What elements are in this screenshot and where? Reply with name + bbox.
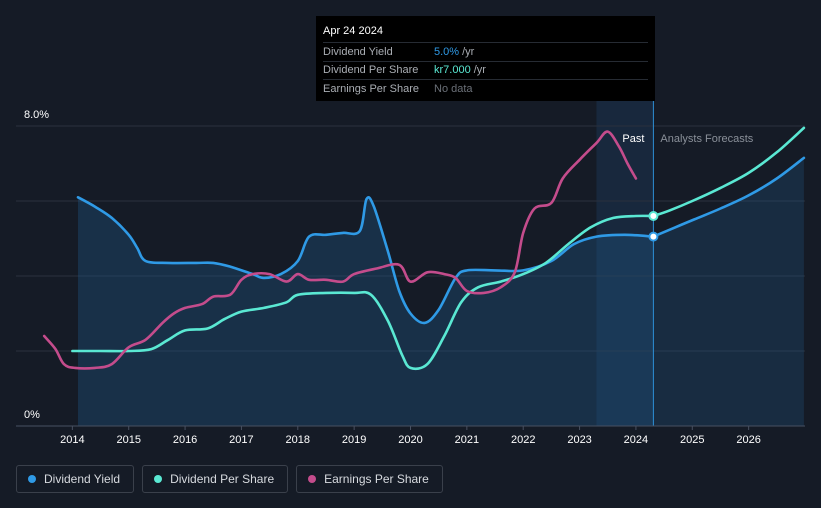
x-tick-label: 2023 — [567, 434, 591, 446]
tooltip-value: 5.0% — [434, 45, 460, 58]
series-line-dividend-per-share — [71, 214, 655, 371]
x-tick-label: 2014 — [60, 434, 84, 446]
series-line-dividend-yield — [76, 196, 655, 325]
tooltip-points — [648, 211, 659, 242]
dividend-yield-fill — [78, 157, 804, 426]
tooltip-date: Apr 24 2024 — [323, 25, 383, 37]
area-fill-0 — [78, 197, 654, 426]
x-tick-label: 2019 — [342, 434, 366, 446]
x-tick-label: 2016 — [173, 434, 197, 446]
tooltip-label: Earnings Per Share — [323, 82, 419, 95]
x-tick-label: 2025 — [680, 434, 704, 446]
x-tick-label: 2022 — [511, 434, 535, 446]
legend-label: Dividend Yield — [44, 472, 121, 486]
x-tick-label: 2024 — [624, 434, 648, 446]
legend-item-earnings-per-share[interactable]: Earnings Per Share — [296, 465, 443, 493]
forecast-label: Analysts Forecasts — [660, 133, 753, 145]
tooltip-value: No data — [434, 82, 473, 95]
legend-dot-icon — [28, 475, 36, 483]
legend-label: Dividend Per Share — [170, 472, 275, 486]
x-tick-label: 2017 — [229, 434, 253, 446]
series-line-earnings-per-share — [42, 130, 638, 370]
tooltip-label: Dividend Yield — [323, 45, 393, 58]
x-axis-ticks: 2014 2015 2016 2017 2018 2019 2020 2021 2022 2023… — [60, 426, 761, 446]
legend-dot-icon — [308, 475, 317, 483]
series-line-dividend-yield-forecast — [652, 156, 806, 238]
tooltip-row-dividend-per-share: Dividend Per Share kr7.000 /yr — [323, 60, 648, 80]
legend-dot-icon — [154, 475, 163, 483]
legend: Dividend Yield Dividend Per Share Earnin… — [16, 465, 443, 493]
past-label: Past — [622, 133, 644, 145]
x-tick-label: 2026 — [736, 434, 760, 446]
tooltip-unit: /yr — [473, 64, 486, 77]
forecast-band — [596, 101, 654, 426]
legend-label: Earnings Per Share — [324, 472, 429, 486]
y-axis-top-label: 8.0% — [24, 109, 49, 121]
series-lines — [42, 126, 806, 371]
tooltip-row-earnings-per-share: Earnings Per Share No data — [323, 79, 648, 98]
x-tick-label: 2015 — [116, 434, 140, 446]
x-tick-label: 2018 — [286, 434, 310, 446]
tooltip-value: kr7.000 — [434, 64, 471, 77]
y-axis-bottom-label: 0% — [24, 409, 40, 421]
x-tick-label: 2020 — [398, 434, 422, 446]
legend-item-dividend-per-share[interactable]: Dividend Per Share — [142, 465, 289, 493]
tooltip: Apr 24 2024 Dividend Yield 5.0% /yr Divi… — [316, 16, 655, 101]
legend-item-dividend-yield[interactable]: Dividend Yield — [16, 465, 135, 493]
area-fill-1 — [653, 157, 804, 426]
tooltip-row-dividend-yield: Dividend Yield 5.0% /yr — [323, 42, 648, 61]
tooltip-unit: /yr — [462, 45, 475, 58]
tooltip-label: Dividend Per Share — [323, 64, 419, 77]
series-line-dividend-per-share-forecast — [652, 126, 806, 218]
tooltip-point-dividend-yield — [648, 231, 659, 242]
tooltip-point-dividend-per-share — [648, 211, 659, 221]
x-tick-label: 2021 — [455, 434, 479, 446]
